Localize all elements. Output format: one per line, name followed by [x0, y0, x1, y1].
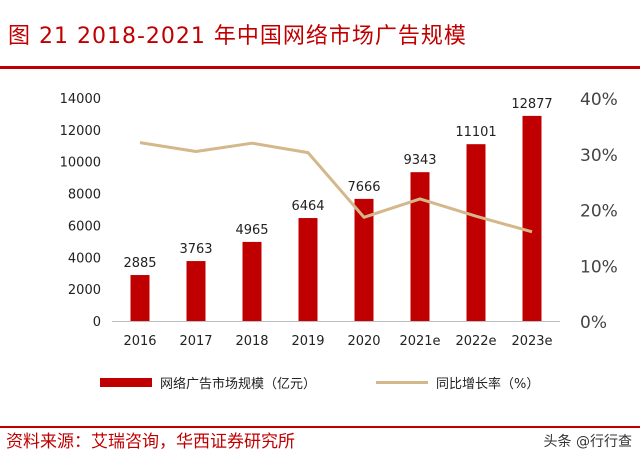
x-tick-label: 2022e: [455, 334, 496, 349]
bar-value-label: 4965: [235, 223, 268, 238]
bar: [354, 198, 374, 321]
legend-item-line: 同比增长率（%）: [376, 373, 539, 392]
growth-rate-line: [139, 141, 533, 234]
bar: [410, 172, 430, 321]
x-tick-label: 2018: [235, 334, 268, 349]
legend: 网络广告市场规模（亿元） 同比增长率（%）: [100, 372, 560, 392]
y-left-tick-label: 10000: [60, 156, 101, 171]
source-note: 资料来源：艾瑞咨询，华西证券研究所: [6, 432, 295, 452]
x-tick-label: 2016: [123, 334, 156, 349]
bar: [466, 144, 486, 321]
watermark: 头条 @行行查: [543, 434, 632, 450]
y-left-tick-label: 2000: [68, 283, 101, 298]
y-right-tick-label: 0%: [580, 313, 607, 333]
bar: [298, 218, 318, 321]
legend-swatch-bar: [100, 377, 152, 387]
y-left-tick-label: 6000: [68, 219, 101, 234]
y-left-tick-label: 8000: [68, 188, 101, 203]
legend-item-bar: 网络广告市场规模（亿元）: [100, 373, 316, 392]
bar-value-label: 7666: [347, 180, 380, 195]
bar-value-label: 9343: [403, 153, 436, 168]
combo-chart: 0 2000 4000 6000 8000 10000 12000 14000 0% 10% 20%…: [60, 90, 618, 349]
x-tick-label: 2017: [179, 334, 212, 349]
y-right-tick-label: 40%: [580, 90, 618, 110]
y-left-tick-label: 14000: [60, 92, 101, 107]
legend-label-bar: 网络广告市场规模（亿元）: [160, 376, 317, 392]
y-right-tick-label: 30%: [580, 146, 618, 166]
x-tick-label: 2019: [291, 334, 324, 349]
bar-value-label: 12877: [511, 97, 552, 112]
x-tick-label: 2023e: [511, 334, 552, 349]
bar-value-label: 11101: [455, 125, 496, 140]
legend-swatch-line: [376, 380, 429, 384]
bar: [186, 261, 206, 321]
y-left-tick-label: 0: [93, 315, 101, 330]
bar: [242, 241, 262, 321]
bar-value-label: 2885: [123, 256, 156, 271]
title-divider: [0, 66, 640, 69]
page-title: 图 21 2018-2021 年中国网络市场广告规模: [8, 24, 467, 49]
y-right-tick-label: 10%: [580, 257, 618, 277]
x-tick-label: 2020: [347, 334, 380, 349]
bar: [130, 275, 150, 321]
source-divider: [0, 426, 640, 428]
legend-label-line: 同比增长率（%）: [436, 376, 540, 392]
bar-value-label: 6464: [291, 199, 324, 214]
y-right-tick-label: 20%: [580, 202, 618, 222]
y-left-tick-label: 12000: [60, 124, 101, 139]
bar-value-label: 3763: [179, 242, 212, 257]
bar: [522, 115, 542, 321]
x-tick-label: 2021e: [399, 334, 440, 349]
y-left-tick-label: 4000: [68, 251, 101, 266]
